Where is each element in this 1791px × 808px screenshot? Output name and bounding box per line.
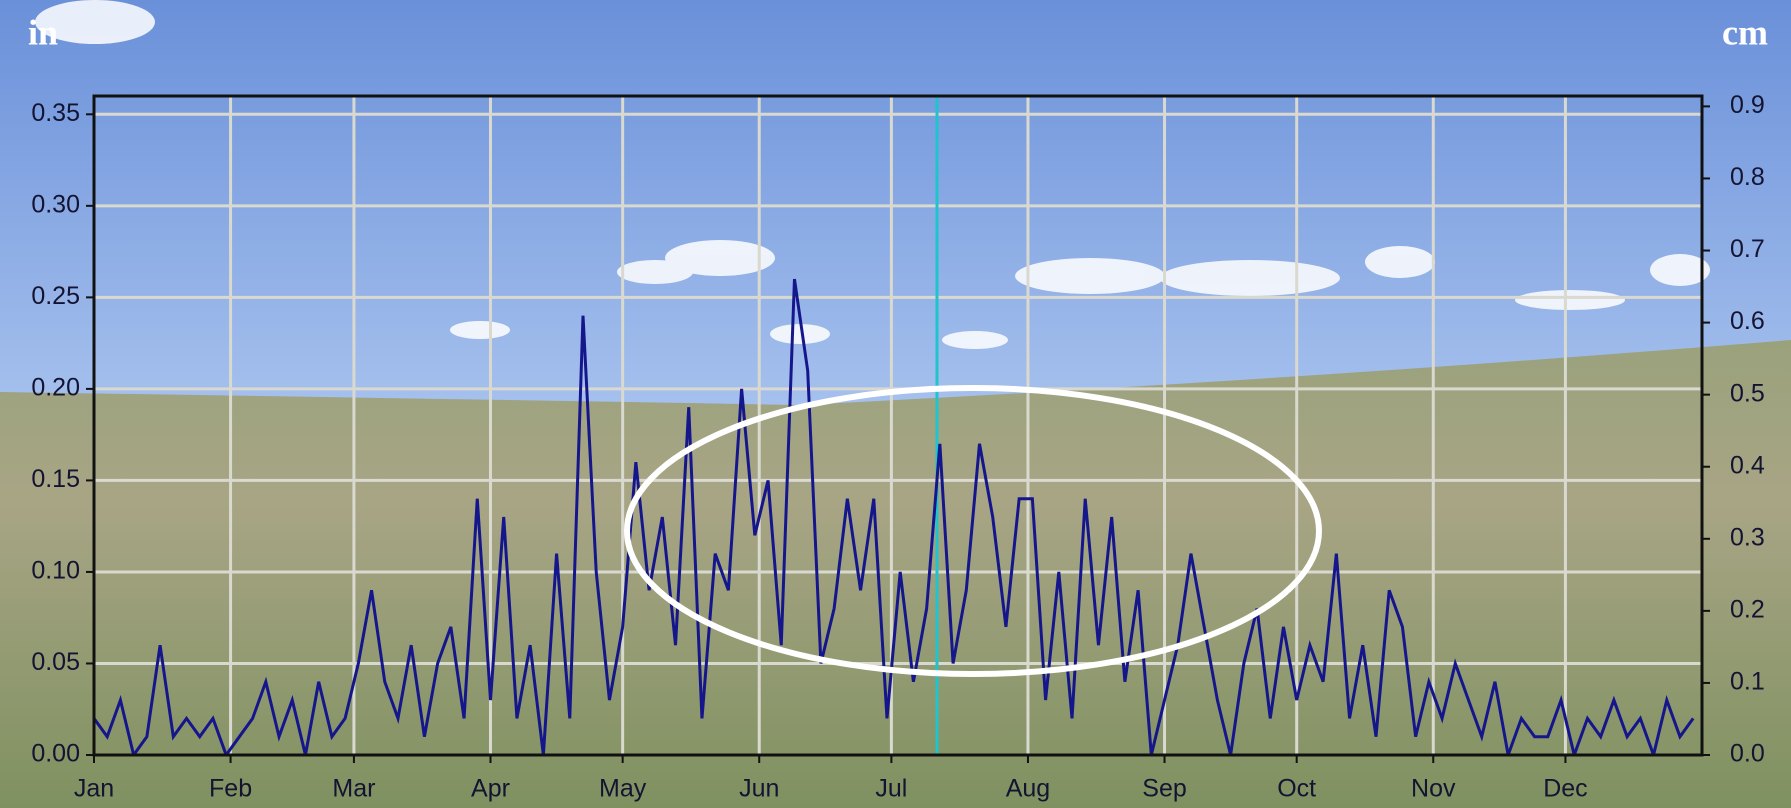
y2-tick-label: 0.8 (1730, 163, 1765, 191)
plot-frame (92, 94, 1704, 757)
x-tick-label: Mar (332, 775, 375, 803)
x-tick-label: Nov (1411, 775, 1456, 803)
y2-tick-label: 0.3 (1730, 523, 1765, 551)
x-tick-label: Aug (1006, 775, 1050, 803)
y-axis-unit: in (28, 12, 58, 52)
y2-tick-label: 0.4 (1730, 451, 1765, 479)
x-tick-label: Oct (1277, 775, 1316, 803)
y2-tick-label: 0.9 (1730, 91, 1765, 119)
x-tick-label: Sep (1142, 775, 1186, 803)
x-tick-label: Jul (875, 775, 907, 803)
y2-tick-label: 0.0 (1730, 740, 1765, 768)
y2-tick-label: 0.6 (1730, 307, 1765, 335)
y2-tick-label: 0.2 (1730, 595, 1765, 623)
data-line (94, 278, 1695, 755)
y-tick-label: 0.15 (31, 465, 80, 493)
y2-tick-label: 0.5 (1730, 379, 1765, 407)
y2-axis-unit: cm (1722, 12, 1768, 52)
axes: 0.00 0.05 0.10 0.15 0.20 0.25 0.30 0.35 0.0 0.1 0.… (31, 91, 1765, 803)
y-tick-label: 0.00 (31, 740, 80, 768)
x-tick-label: Apr (471, 775, 510, 803)
y-tick-label: 0.10 (31, 557, 80, 585)
x-tick-label: Jan (74, 775, 114, 803)
series-group (94, 278, 1695, 755)
x-tick-label: Feb (209, 775, 252, 803)
highlight-ellipse (624, 385, 1322, 677)
x-tick-label: Jun (739, 775, 779, 803)
x-tick-label: May (599, 775, 647, 803)
y2-tick-label: 0.1 (1730, 668, 1765, 696)
y-tick-label: 0.20 (31, 373, 80, 401)
y-tick-label: 0.30 (31, 190, 80, 218)
y2-tick-label: 0.7 (1730, 235, 1765, 263)
x-tick-label: Dec (1543, 775, 1587, 803)
y-tick-label: 0.35 (31, 99, 80, 127)
y-tick-label: 0.05 (31, 648, 80, 676)
y-tick-label: 0.25 (31, 282, 80, 310)
